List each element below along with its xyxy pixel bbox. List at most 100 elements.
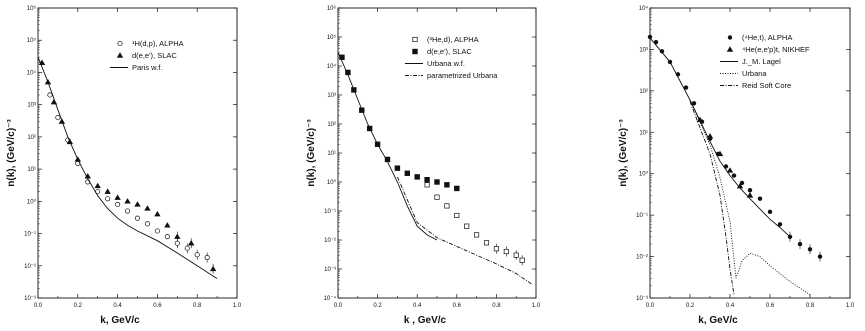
legend-swatch bbox=[412, 36, 418, 43]
y-tick-label: 10⁻¹ bbox=[24, 232, 36, 238]
data-point bbox=[747, 188, 753, 193]
data-point bbox=[115, 201, 121, 208]
x-tick-label: 0.6 bbox=[453, 303, 462, 309]
legend-label: Urbana bbox=[742, 69, 767, 78]
series-5: Reid Soft Core bbox=[689, 81, 791, 295]
y-tick-label: 10⁻² bbox=[636, 255, 648, 261]
series-line bbox=[337, 52, 438, 241]
x-tick-label: 0.0 bbox=[34, 303, 43, 309]
data-point bbox=[134, 201, 141, 207]
series-3: Paris w.f. bbox=[37, 56, 218, 279]
data-point bbox=[154, 210, 161, 217]
y-tick-label: 10⁵ bbox=[27, 37, 37, 44]
data-point bbox=[134, 215, 141, 221]
data-point bbox=[174, 240, 180, 246]
series-1: (³He,d), ALPHA bbox=[412, 35, 525, 266]
data-point bbox=[716, 150, 724, 157]
data-point bbox=[105, 196, 111, 202]
data-point bbox=[444, 203, 450, 209]
x-tick-label: 0.4 bbox=[413, 303, 422, 309]
data-point bbox=[519, 257, 525, 263]
x-tick-label: 1.0 bbox=[233, 303, 242, 309]
legend-label: (⁴He,t), ALPHA bbox=[742, 33, 792, 42]
y-tick-label: 10⁰ bbox=[327, 179, 337, 186]
series-3: Urbana w.f. bbox=[337, 52, 465, 241]
data-point bbox=[124, 198, 131, 204]
data-point bbox=[647, 34, 653, 40]
y-tick-label: 10⁰ bbox=[27, 198, 37, 205]
legend-swatch bbox=[117, 40, 123, 47]
y-tick-label: 10¹ bbox=[27, 167, 36, 173]
data-point bbox=[164, 234, 170, 240]
data-point bbox=[503, 248, 509, 255]
data-point bbox=[424, 177, 430, 183]
data-point bbox=[807, 247, 813, 252]
data-point bbox=[394, 165, 401, 171]
y-tick-label: 10⁻³ bbox=[324, 267, 336, 273]
y-tick-label: 10⁶ bbox=[27, 5, 37, 12]
chart-panel-1: 0.0 0.2 0.4 0.6 0.8 1.0 10⁻³ 10⁻² 10⁻¹ 10⁰ 10¹ 10² 1… bbox=[6, 5, 242, 326]
x-tick-label: 0.6 bbox=[766, 303, 775, 309]
data-point bbox=[384, 156, 391, 163]
y-tick-label: 10² bbox=[639, 89, 648, 95]
legend-swatch bbox=[116, 52, 124, 58]
series-line bbox=[37, 56, 218, 279]
data-point bbox=[414, 174, 420, 180]
legend-label: Reid Soft Core bbox=[742, 81, 791, 90]
data-point bbox=[55, 114, 61, 121]
data-point bbox=[154, 228, 160, 234]
x-tick-label: 0.2 bbox=[74, 303, 83, 309]
y-tick-label: 10⁻⁴ bbox=[324, 295, 337, 302]
y-tick-label: 10¹ bbox=[639, 130, 648, 136]
data-point bbox=[691, 101, 697, 106]
data-point bbox=[767, 209, 773, 215]
legend-swatch bbox=[726, 46, 734, 52]
data-point bbox=[47, 92, 53, 98]
x-tick-label: 0.4 bbox=[726, 303, 735, 309]
y-tick-label: 10³ bbox=[327, 93, 336, 99]
legend-label: Urbana w.f. bbox=[427, 59, 465, 68]
y-tick-label: 10⁻³ bbox=[636, 296, 648, 302]
legend-label: (³He,d), ALPHA bbox=[427, 35, 479, 44]
data-point bbox=[474, 232, 480, 238]
data-point bbox=[777, 222, 783, 227]
y-tick-label: 10⁻² bbox=[24, 264, 36, 270]
series-4: parametrized Urbana bbox=[396, 71, 533, 285]
y-tick-label: 10⁻³ bbox=[24, 296, 36, 302]
data-point bbox=[696, 116, 704, 123]
y-tick-label: 10² bbox=[327, 122, 336, 128]
data-point bbox=[746, 192, 754, 198]
data-point bbox=[339, 54, 345, 60]
y-tick-label: 10³ bbox=[27, 103, 36, 109]
data-point bbox=[424, 182, 430, 188]
y-tick-label: 10⁶ bbox=[327, 5, 337, 12]
data-point bbox=[797, 241, 803, 247]
series-line bbox=[396, 176, 533, 285]
data-point bbox=[483, 240, 490, 246]
y-axis-label: n(k), (GeV/c)⁻³ bbox=[306, 119, 317, 187]
legend-label: d(e,e'), SLAC bbox=[427, 47, 472, 56]
x-tick-label: 0.2 bbox=[373, 303, 382, 309]
x-axis-label: k , GeV/c bbox=[404, 315, 447, 326]
data-point bbox=[144, 221, 151, 227]
legend-label: Paris w.f. bbox=[132, 63, 162, 72]
data-point bbox=[188, 240, 195, 246]
data-point bbox=[464, 223, 470, 229]
y-tick-label: 10⁻¹ bbox=[324, 209, 336, 215]
y-tick-label: 10³ bbox=[639, 47, 648, 53]
data-point bbox=[683, 85, 689, 90]
data-point bbox=[739, 180, 745, 186]
x-axis-label: k, GeV/c bbox=[100, 315, 140, 326]
legend-label: ⁴He(e,e'p)t, NIKHEF bbox=[742, 45, 810, 54]
data-point bbox=[726, 167, 734, 173]
data-point bbox=[513, 252, 519, 258]
data-point bbox=[184, 245, 190, 251]
y-tick-label: 10⁴ bbox=[327, 63, 337, 70]
series-1: ¹H(d,p), ALPHA bbox=[47, 39, 210, 263]
series-line bbox=[689, 101, 735, 295]
data-point bbox=[94, 182, 101, 189]
data-point bbox=[434, 194, 440, 200]
data-point bbox=[204, 255, 210, 261]
x-tick-label: 0.0 bbox=[334, 303, 343, 309]
